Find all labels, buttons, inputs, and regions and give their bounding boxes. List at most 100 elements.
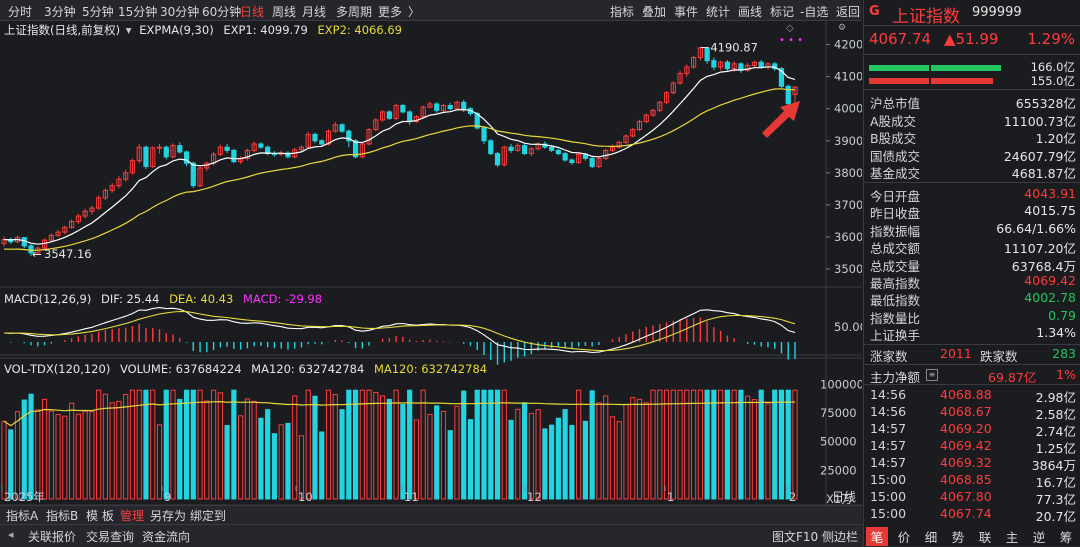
toolbar-item-2[interactable]: 事件 [674,5,699,19]
volume-bar [636,398,643,500]
volume-bar [745,395,751,500]
tab-9[interactable]: 多周期 [336,5,373,19]
volume-bar [210,389,217,500]
tick-vol: 2.74亿 [1035,424,1076,439]
side-tab-2[interactable]: 细 [924,530,938,545]
volume-bar [238,415,244,500]
volume-bar [772,389,778,500]
tab-3[interactable]: 15分钟 [118,5,158,19]
tab-10[interactable]: 更多 [378,5,403,19]
tab-5[interactable]: 60分钟 [202,5,242,19]
volume-bar [623,404,629,500]
volume-bar [41,398,48,500]
toolbar-item-4[interactable]: 画线 [738,5,763,19]
price-tick: 3700 [834,198,862,212]
vol-unit: X1万 [826,492,853,506]
volume-bar [183,389,190,500]
tick-time: 15:00 [870,472,907,487]
more-chevron-icon[interactable]: 〉 [408,5,421,19]
candle [670,82,676,94]
volume-bar [244,398,250,500]
volume-bar [609,416,616,500]
indicator-tab-3[interactable]: 管理 [120,509,145,523]
stats1-label: 沪总市值 [870,96,921,111]
candle [285,152,291,158]
footer-link-1[interactable]: 交易查询 [86,530,135,544]
indicator-tab-1[interactable]: 指标B [46,509,79,523]
tab-2[interactable]: 5分钟 [82,5,114,19]
tab-6[interactable]: 日线 [240,5,265,19]
stats2-label: 指数振幅 [870,223,921,239]
stats2-value: 4015.75 [1024,203,1076,219]
volume-bar [501,389,507,500]
toolbar-item-1[interactable]: 叠加 [642,5,667,19]
candle [48,234,54,241]
candle [596,157,602,167]
volume-bar [271,433,278,500]
candle [663,92,670,103]
volume-bar [569,424,575,500]
main-legend: 上证指数(日线,前复权) ▾ EXPMA(9,30) EXP1: 4099.79… [4,22,402,38]
footer-link-0[interactable]: 关联报价 [28,530,77,544]
stats2-label: 最高指数 [870,276,921,291]
tick-vol: 1.25亿 [1035,441,1076,456]
tab-8[interactable]: 月线 [302,5,327,19]
indicator-tab-2[interactable]: 模 板 [86,509,114,523]
indicator-tab-5[interactable]: 绑定到 [190,509,227,523]
indicator-tab-4[interactable]: 另存为 [150,509,187,523]
stats2-label: 总成交量 [870,258,921,274]
side-tab-5[interactable]: 主 [1005,530,1019,545]
candle [170,145,176,158]
side-tab-1[interactable]: 价 [897,530,911,545]
candle [440,105,447,111]
stats1-label: 国债成交 [870,148,921,164]
kline-chart[interactable]: 4200 4100 4000 3900 3800 3700 3600 3500 4190.87 ←… [0,21,862,506]
tick-time: 15:00 [870,506,907,521]
flow-menu-icon[interactable]: ≡ [926,369,938,381]
footer-right-0[interactable]: 图文F10 [772,530,819,544]
toolbar-item-0[interactable]: 指标 [610,5,635,19]
volume-bar [14,411,21,500]
quote-panel: G 上证指数 999999 4067.74 ▲51.99 1.29% 166.0… [863,0,1080,546]
side-tab-4[interactable]: 联 [978,530,992,545]
tab-7[interactable]: 周线 [272,5,297,19]
candle [62,226,68,233]
index-name: 上证指数(日线,前复权) [4,23,121,37]
exp1-value: EXP1: 4099.79 [223,23,308,37]
candle [494,153,501,166]
footer-link-2[interactable]: 资金流向 [142,530,191,544]
tick-row: 14:56 4068.88 2.98亿 [870,387,1076,405]
volume-bar [427,413,433,500]
side-tab-3[interactable]: 势 [951,530,965,545]
tick-row: 15:00 4067.80 77.3亿 [870,489,1076,507]
volume-bar [528,412,534,500]
volume-bar [123,394,129,500]
indicator-tab-0[interactable]: 指标A [6,509,39,523]
candle [190,162,196,187]
candle [177,145,183,153]
volume-bar [82,410,88,500]
toolbar-item-3[interactable]: 统计 [706,5,731,19]
expma-label: EXPMA(9,30) [139,23,214,37]
tab-0[interactable]: 分时 [8,5,33,19]
bar-bottom-value: 155.0亿 [1030,74,1075,88]
vol-ma-line [3,400,796,427]
tab-4[interactable]: 30分钟 [160,5,200,19]
quote-code: 999999 [972,5,1022,20]
breadth-row: 涨家数 2011 跌家数 283 [870,346,1076,364]
side-tab-0[interactable]: 笔 [866,527,888,546]
toolbar-item-6[interactable]: -自选 [800,5,829,19]
settings-icon: ⚙ [838,23,846,33]
side-tab-7[interactable]: 筹 [1059,530,1073,545]
footer-right-1[interactable]: 侧边栏 [822,530,859,544]
volume-bar [21,399,27,500]
volume-bar [332,394,338,500]
tab-1[interactable]: 3分钟 [44,5,76,19]
candle [589,157,595,167]
side-tab-6[interactable]: 逆 [1032,530,1046,545]
legend-dropdown-icon[interactable]: ▾ [125,23,132,37]
toolbar-item-5[interactable]: 标记 [770,5,795,19]
candle [89,207,95,212]
toolbar-item-7[interactable]: 返回 [836,5,861,19]
collapse-arrow-icon[interactable]: ◂ [8,528,14,541]
